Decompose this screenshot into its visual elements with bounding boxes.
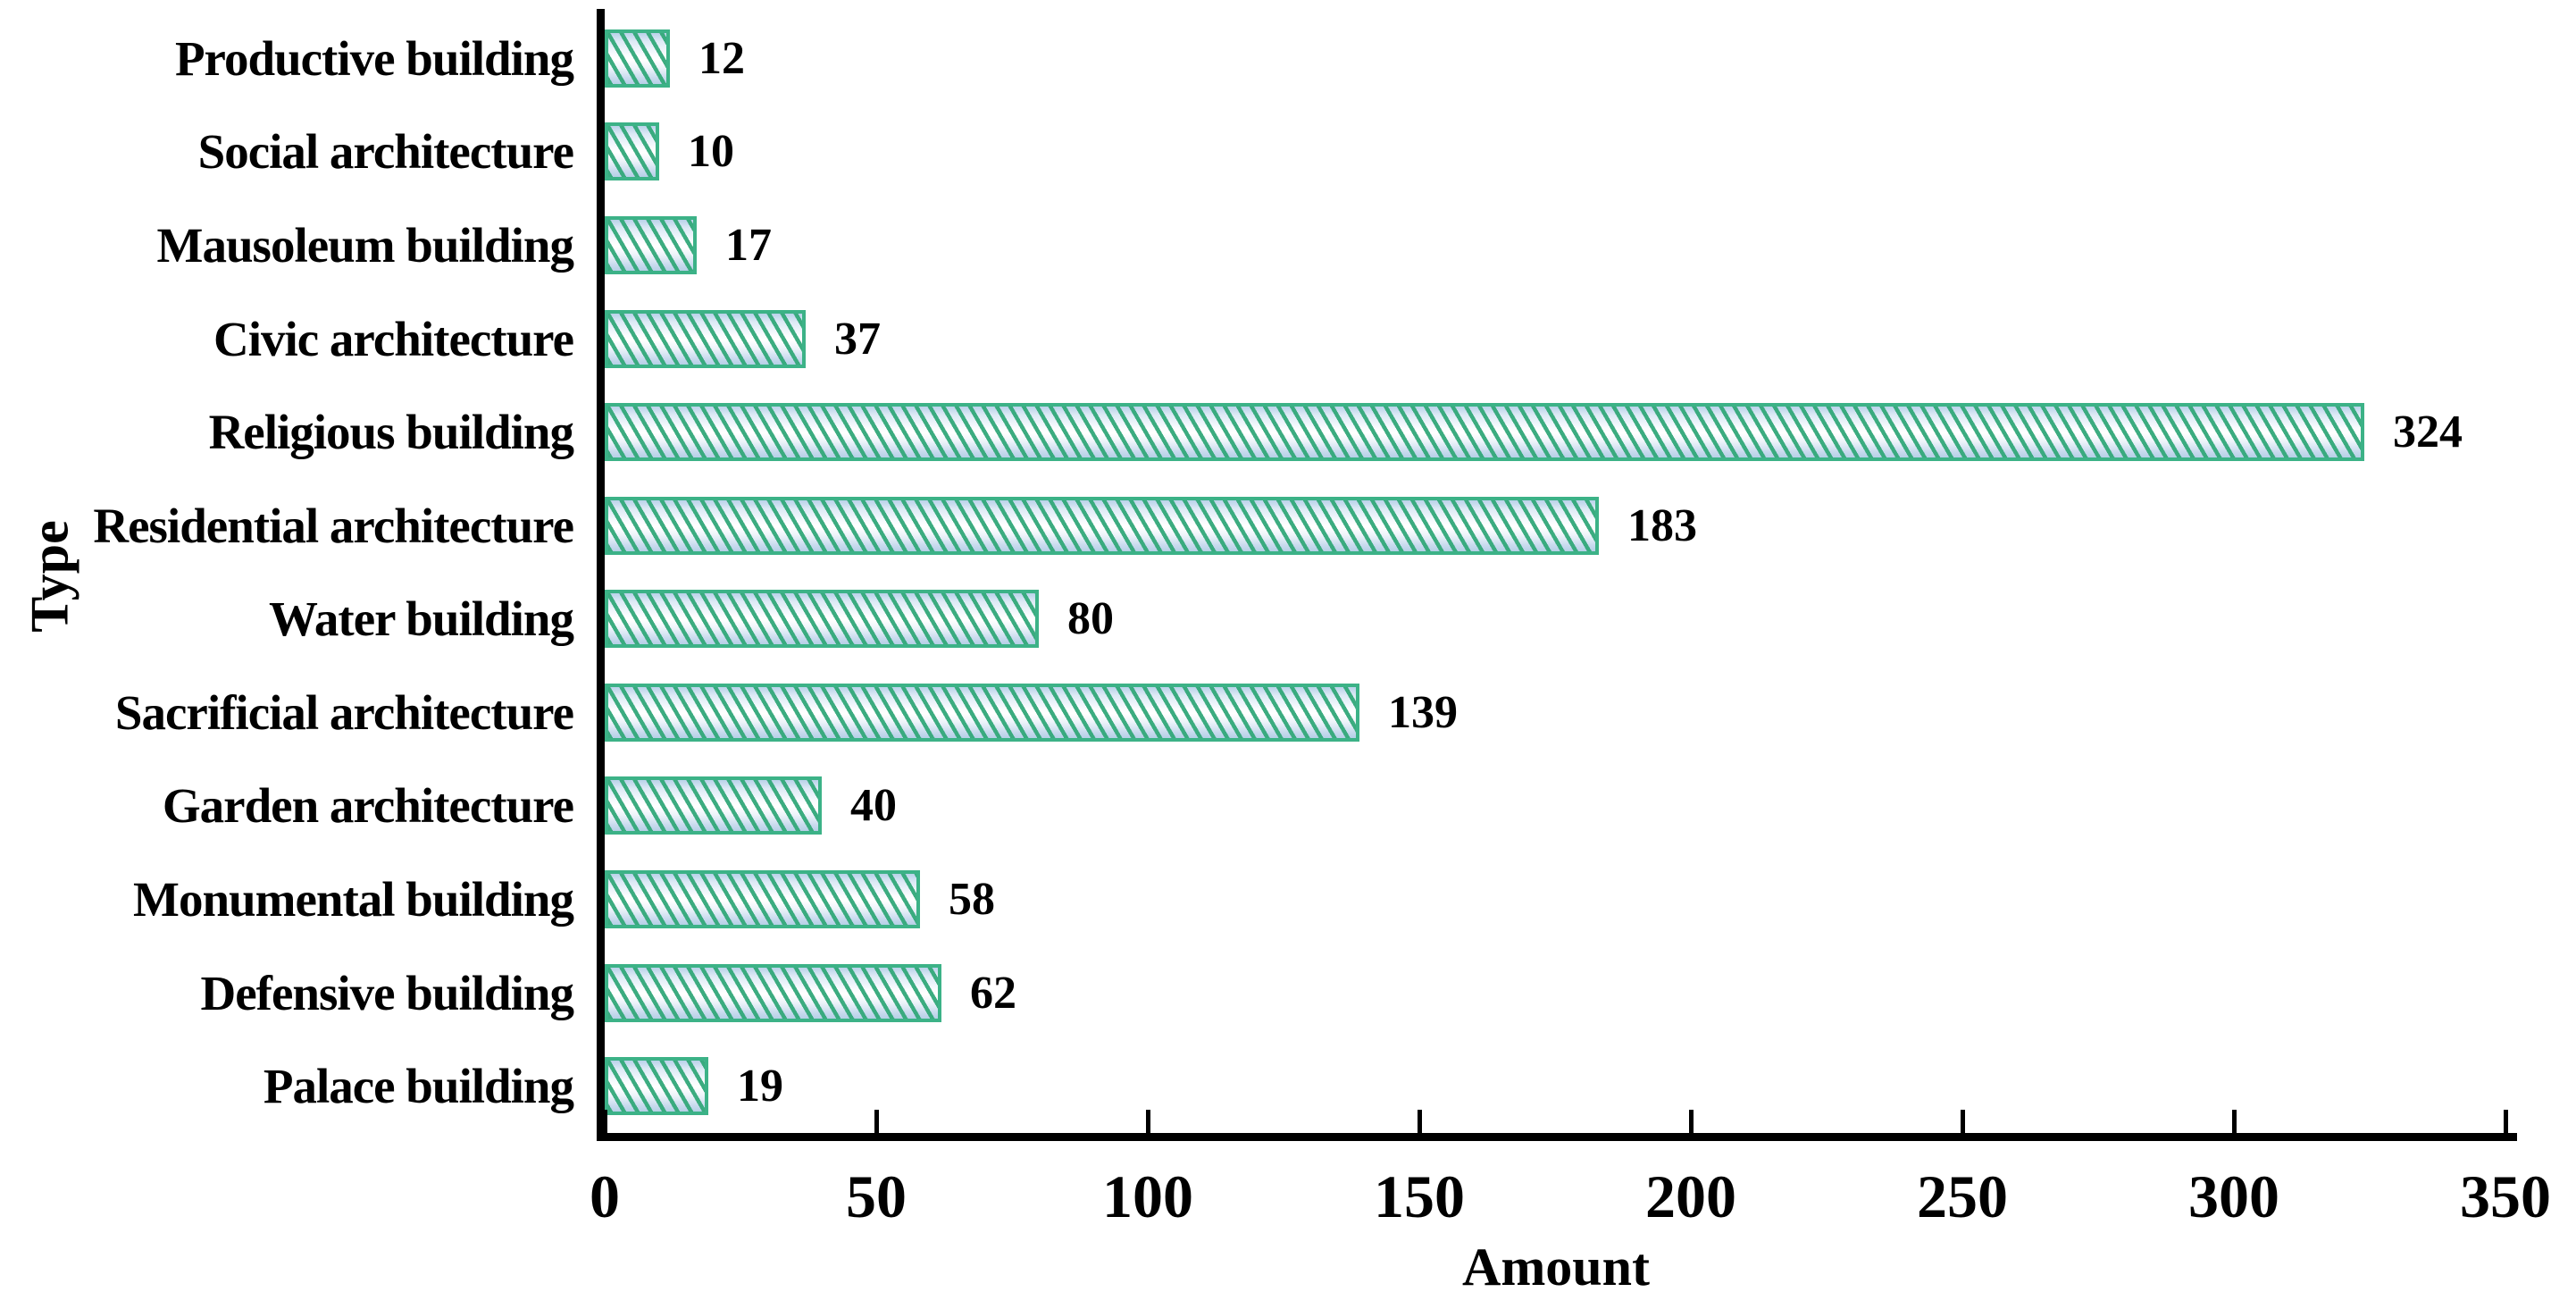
category-label: Garden architecture [162, 778, 574, 834]
x-tick-label: 50 [846, 1162, 907, 1230]
category-label: Palace building [263, 1059, 574, 1114]
bar-value-label: 10 [688, 126, 734, 178]
y-axis-line [597, 9, 605, 1141]
y-axis-title: Type [20, 520, 79, 633]
bar-value-label: 37 [834, 313, 881, 365]
x-tick-label: 300 [2188, 1162, 2279, 1230]
bar [605, 590, 1039, 649]
bar-value-label: 62 [970, 967, 1016, 1019]
bar [605, 1057, 708, 1116]
x-axis-line [597, 1133, 2517, 1141]
x-tick-mark [1145, 1110, 1150, 1133]
x-axis-title: Amount [1461, 1238, 1651, 1296]
x-tick-label: 150 [1374, 1162, 1465, 1230]
x-tick-label: 200 [1645, 1162, 1736, 1230]
bar-value-label: 80 [1067, 593, 1114, 645]
bar [605, 496, 1599, 555]
category-label: Social architecture [197, 124, 574, 180]
bar [605, 122, 659, 181]
category-label: Religious building [208, 405, 574, 460]
bar-value-label: 58 [949, 874, 995, 926]
x-tick-mark [1417, 1110, 1422, 1133]
category-label: Civic architecture [213, 311, 574, 366]
bar [605, 215, 697, 274]
x-tick-mark [2503, 1110, 2508, 1133]
bar [605, 776, 822, 835]
x-tick-label: 0 [590, 1162, 620, 1230]
x-tick-label: 250 [1917, 1162, 2008, 1230]
bar-value-label: 12 [698, 32, 745, 84]
category-label: Sacrificial architecture [114, 684, 574, 740]
x-tick-label: 350 [2460, 1162, 2551, 1230]
category-label: Productive building [174, 30, 574, 86]
bar-value-label: 183 [1627, 499, 1697, 551]
category-label: Monumental building [133, 872, 574, 927]
bar-value-label: 40 [850, 780, 897, 832]
bar-value-label: 324 [2393, 407, 2463, 458]
bar [605, 870, 920, 929]
bar [605, 963, 941, 1022]
category-label: Mausoleum building [156, 217, 574, 273]
bar-value-label: 139 [1388, 686, 1458, 738]
bar [605, 309, 806, 368]
category-label: Residential architecture [93, 498, 574, 553]
category-label: Water building [268, 592, 574, 647]
x-tick-mark [2231, 1110, 2237, 1133]
bar [605, 29, 670, 88]
bar-value-label: 19 [737, 1061, 783, 1112]
bar [605, 403, 2364, 462]
x-tick-label: 100 [1102, 1162, 1193, 1230]
bar [605, 683, 1359, 742]
x-tick-mark [1960, 1110, 1965, 1133]
x-tick-mark [874, 1110, 879, 1133]
category-label: Defensive building [200, 965, 575, 1020]
bar-value-label: 17 [725, 219, 772, 271]
x-tick-mark [1688, 1110, 1694, 1133]
x-tick-mark [602, 1110, 607, 1133]
